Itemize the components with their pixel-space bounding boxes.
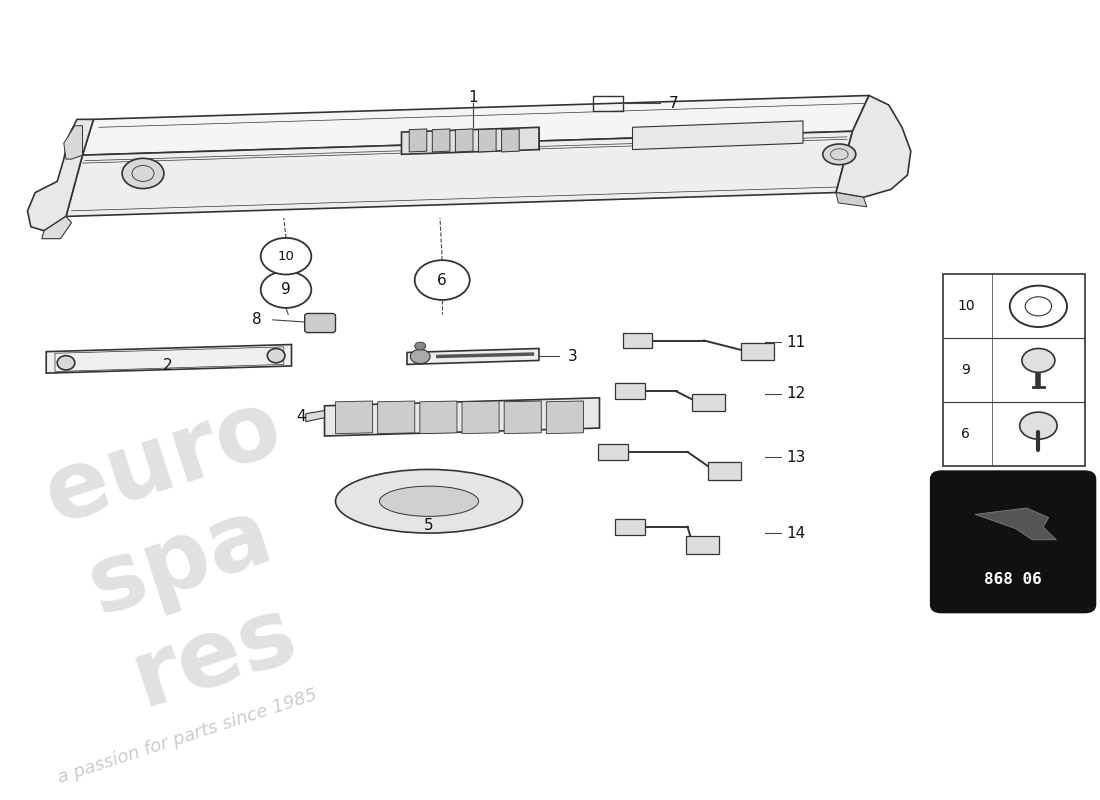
Circle shape bbox=[415, 342, 426, 350]
Polygon shape bbox=[432, 129, 450, 152]
Text: 5: 5 bbox=[425, 518, 433, 533]
FancyBboxPatch shape bbox=[305, 314, 336, 333]
Ellipse shape bbox=[823, 144, 856, 165]
Polygon shape bbox=[836, 193, 867, 207]
Polygon shape bbox=[336, 401, 373, 434]
Polygon shape bbox=[547, 401, 583, 434]
Circle shape bbox=[261, 271, 311, 308]
Circle shape bbox=[1022, 349, 1055, 372]
FancyBboxPatch shape bbox=[943, 274, 1085, 466]
Circle shape bbox=[1010, 286, 1067, 327]
Polygon shape bbox=[306, 410, 324, 422]
Text: 2: 2 bbox=[163, 358, 172, 374]
FancyBboxPatch shape bbox=[931, 471, 1096, 613]
Text: 11: 11 bbox=[786, 334, 805, 350]
FancyBboxPatch shape bbox=[598, 444, 628, 460]
Polygon shape bbox=[462, 401, 499, 434]
Polygon shape bbox=[82, 95, 869, 155]
Polygon shape bbox=[324, 398, 600, 436]
Circle shape bbox=[261, 238, 311, 274]
Text: spa: spa bbox=[77, 488, 284, 634]
Polygon shape bbox=[42, 217, 72, 238]
Polygon shape bbox=[46, 345, 292, 373]
Polygon shape bbox=[502, 129, 519, 152]
Text: 13: 13 bbox=[786, 450, 806, 465]
Polygon shape bbox=[975, 508, 1056, 540]
Polygon shape bbox=[478, 129, 496, 152]
Text: 6: 6 bbox=[438, 273, 447, 287]
Polygon shape bbox=[407, 349, 539, 365]
Ellipse shape bbox=[379, 486, 478, 516]
Circle shape bbox=[415, 260, 470, 300]
FancyBboxPatch shape bbox=[615, 383, 645, 399]
Polygon shape bbox=[455, 129, 473, 152]
Text: 10: 10 bbox=[957, 299, 975, 314]
Text: a passion for parts since 1985: a passion for parts since 1985 bbox=[55, 686, 319, 786]
Polygon shape bbox=[504, 401, 541, 434]
FancyBboxPatch shape bbox=[615, 518, 645, 534]
Polygon shape bbox=[28, 119, 94, 230]
Text: 1: 1 bbox=[469, 90, 477, 105]
Ellipse shape bbox=[122, 158, 164, 189]
Ellipse shape bbox=[336, 470, 522, 533]
Text: 7: 7 bbox=[669, 96, 679, 111]
Text: 12: 12 bbox=[786, 386, 805, 402]
Circle shape bbox=[410, 350, 430, 364]
Polygon shape bbox=[836, 95, 911, 198]
Polygon shape bbox=[409, 129, 427, 152]
FancyBboxPatch shape bbox=[708, 462, 741, 480]
FancyBboxPatch shape bbox=[692, 394, 725, 411]
Ellipse shape bbox=[267, 349, 285, 363]
Text: 9: 9 bbox=[282, 282, 290, 297]
Text: res: res bbox=[121, 587, 308, 726]
Polygon shape bbox=[402, 127, 539, 154]
Polygon shape bbox=[377, 401, 415, 434]
Text: 14: 14 bbox=[786, 526, 805, 541]
Text: euro: euro bbox=[33, 380, 293, 542]
FancyBboxPatch shape bbox=[686, 536, 719, 554]
Text: 3: 3 bbox=[568, 349, 578, 364]
Text: 10: 10 bbox=[277, 250, 295, 262]
Text: 4: 4 bbox=[296, 410, 306, 425]
Ellipse shape bbox=[57, 356, 75, 370]
Polygon shape bbox=[632, 121, 803, 150]
FancyBboxPatch shape bbox=[623, 333, 652, 349]
FancyBboxPatch shape bbox=[741, 343, 774, 361]
Polygon shape bbox=[420, 401, 456, 434]
Text: 8: 8 bbox=[252, 312, 262, 327]
Polygon shape bbox=[64, 126, 82, 159]
Polygon shape bbox=[66, 131, 853, 217]
Text: 6: 6 bbox=[961, 426, 970, 441]
Text: 868 06: 868 06 bbox=[984, 572, 1042, 587]
Text: 9: 9 bbox=[961, 363, 970, 377]
Circle shape bbox=[1020, 412, 1057, 439]
